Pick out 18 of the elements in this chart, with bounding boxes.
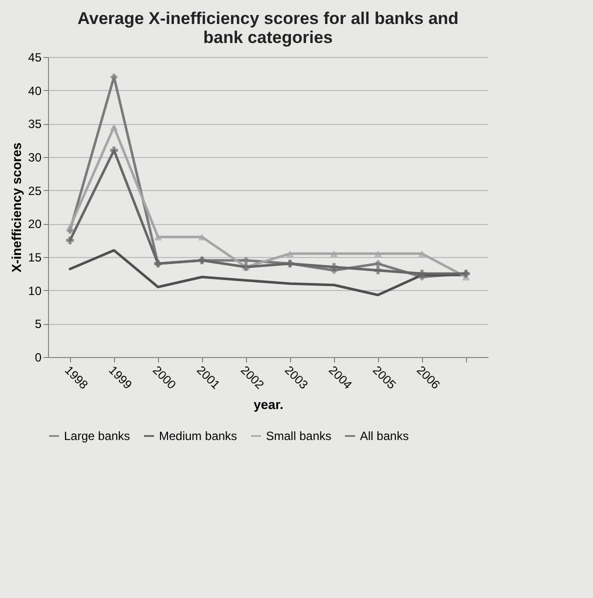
legend-label: Medium banks — [159, 429, 238, 443]
text: Average X-inefficiency scores for all banks and — [77, 9, 459, 28]
y-tick-label: 15 — [28, 250, 42, 264]
y-tick-label: 0 — [34, 350, 42, 364]
text: bank categories — [203, 28, 333, 47]
y-axis-title: X-inefficiency scores — [9, 142, 24, 273]
y-tick-label: 10 — [28, 284, 42, 298]
y-tick-label: 45 — [28, 50, 42, 64]
x-axis-title: year. — [254, 397, 284, 412]
legend-label: All banks — [360, 429, 409, 443]
y-tick-label: 35 — [28, 117, 42, 132]
y-tick-label: 5 — [34, 317, 42, 332]
legend-label: Small banks — [266, 429, 332, 443]
y-tick-label: 25 — [28, 184, 42, 198]
legend-label: Large banks — [64, 429, 130, 443]
y-tick-label: 40 — [28, 84, 42, 98]
y-tick-label: 20 — [28, 217, 42, 232]
y-tick-label: 30 — [28, 150, 42, 164]
